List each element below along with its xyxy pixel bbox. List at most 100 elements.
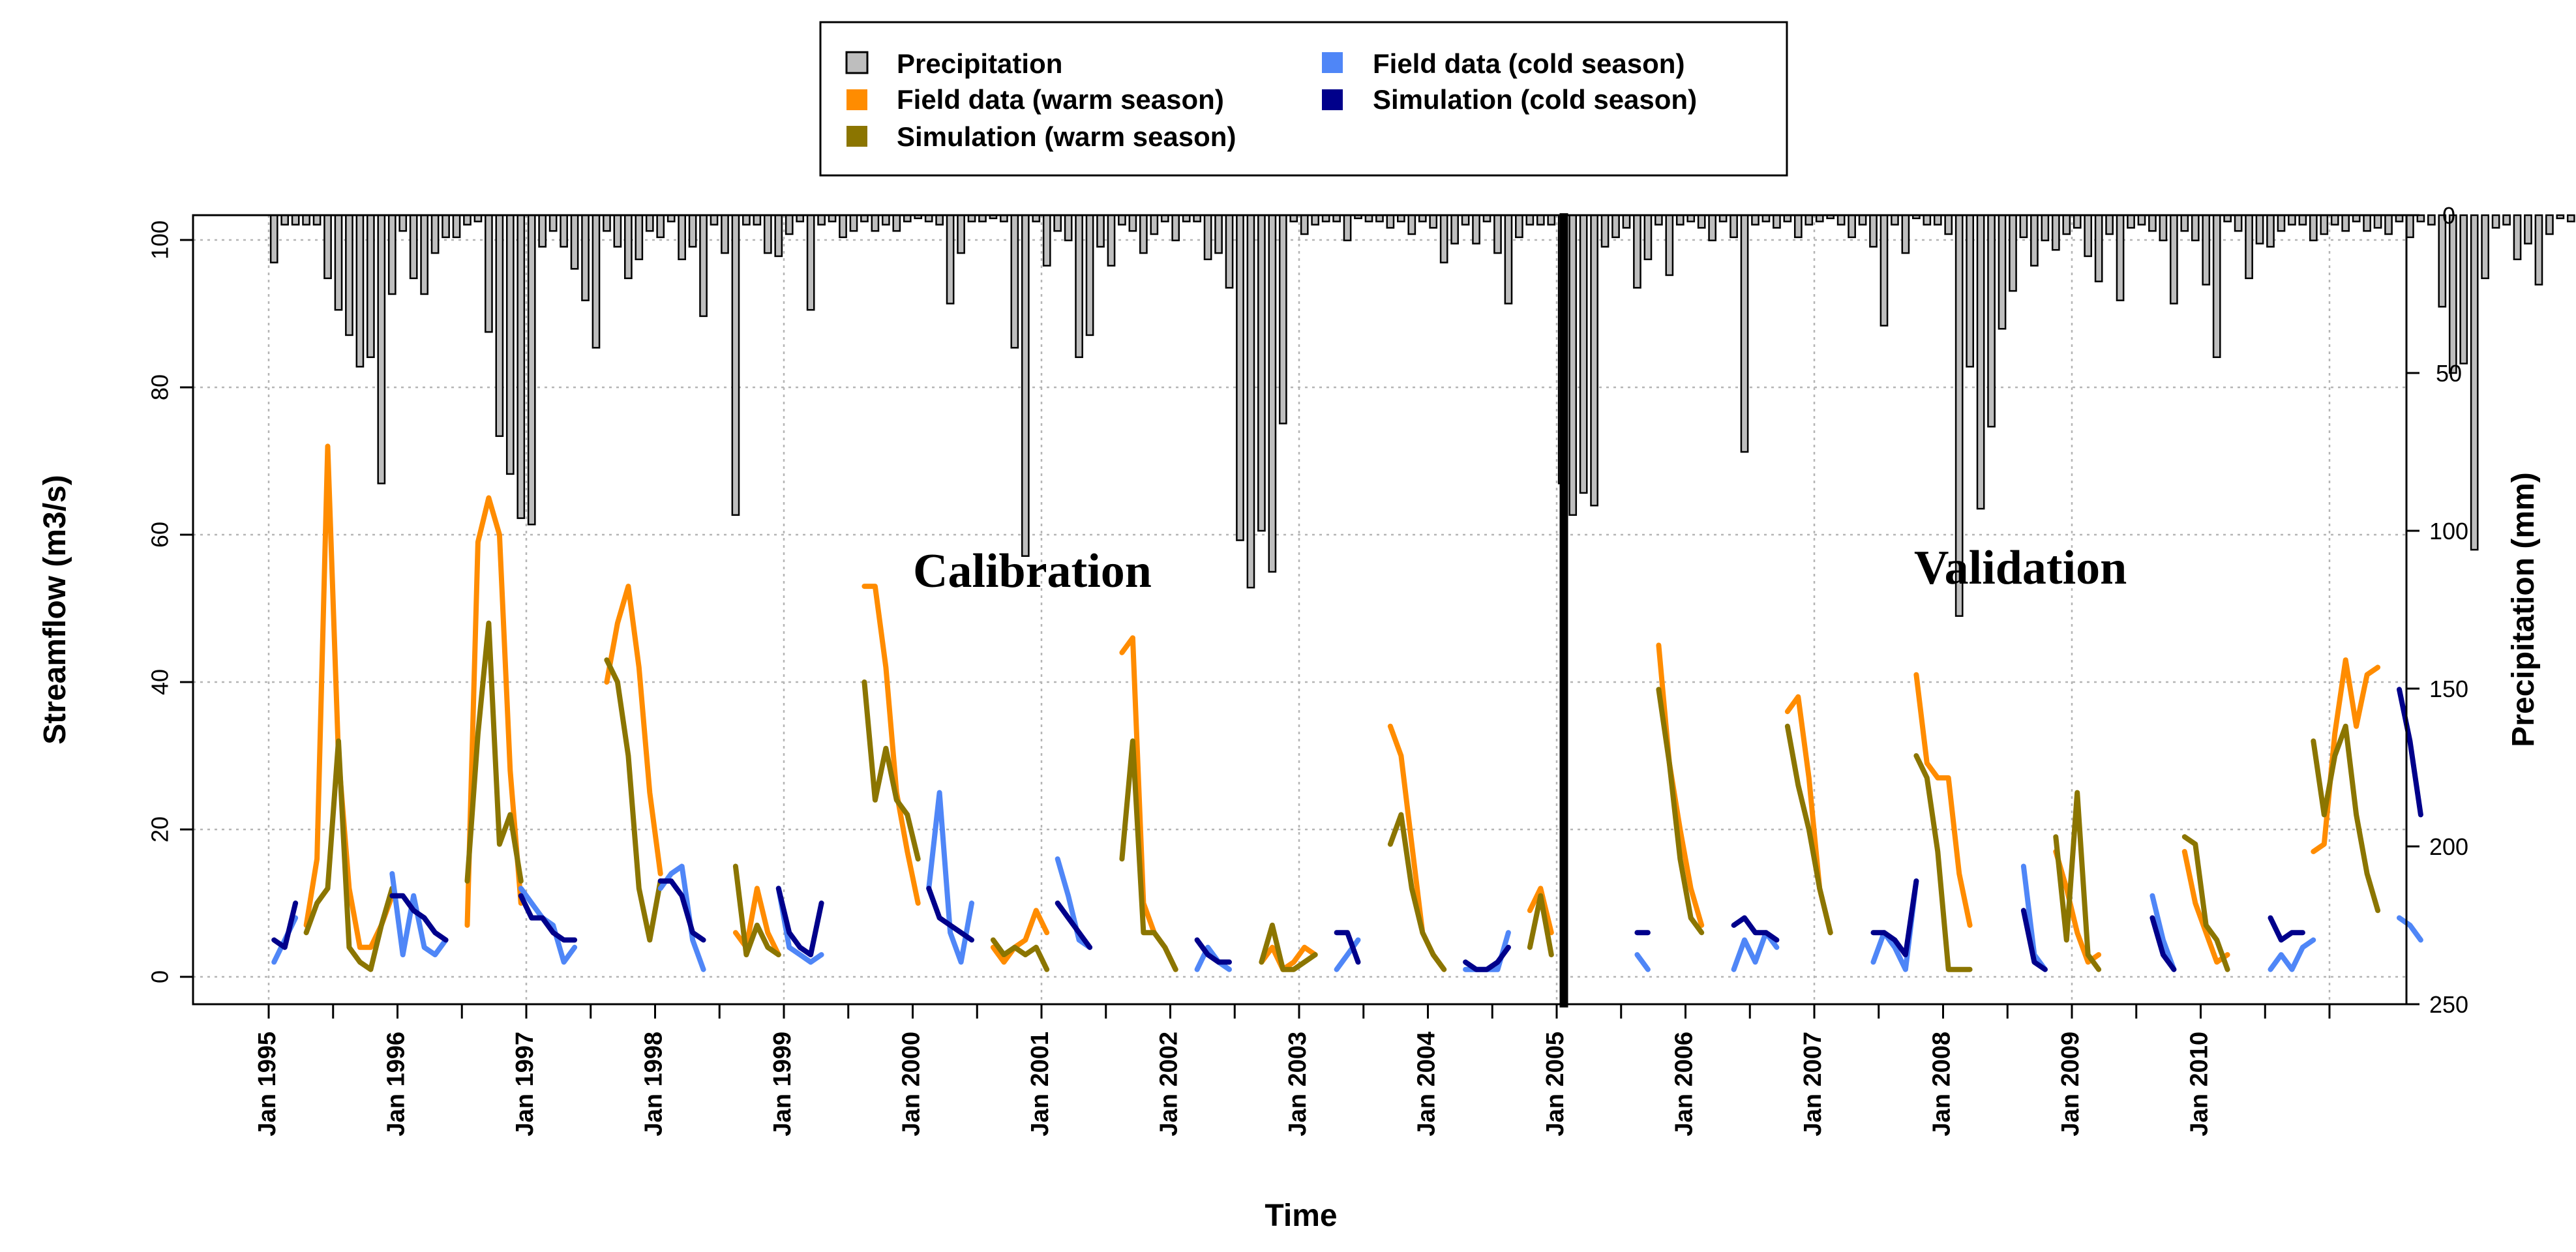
precipitation-bar: [1515, 214, 1523, 239]
precipitation-bar: [1429, 214, 1438, 229]
precipitation-bar: [839, 214, 847, 239]
series-line-simulation-warm-season: [2053, 790, 2102, 972]
precipitation-bar: [1966, 214, 1974, 368]
y2-axis-title: Precipitation (mm): [2506, 472, 2541, 747]
series-line-simulation-warm-season: [2181, 834, 2230, 972]
series-line-simulation-cold-season: [2397, 687, 2423, 818]
precipitation-bar: [527, 214, 536, 526]
right-tick-label: 150: [2429, 676, 2468, 702]
precipitation-bar: [2266, 214, 2275, 248]
precipitation-bar: [1300, 214, 1309, 235]
precipitation-bar: [517, 214, 526, 519]
precipitation-bar: [463, 214, 472, 226]
precipitation-bar: [806, 214, 815, 311]
precipitation-bar: [345, 214, 353, 336]
series-line-simulation-warm-season: [861, 679, 921, 862]
precipitation-bar: [1085, 214, 1094, 336]
precipitation-bar: [2255, 214, 2264, 245]
x-tick-label: Jan 1998: [640, 1032, 668, 1137]
precipitation-bar: [2202, 214, 2211, 286]
series-line-simulation-cold-season: [271, 901, 299, 950]
legend-swatch-precipitation: [845, 51, 869, 74]
precipitation-bar: [1203, 214, 1212, 261]
legend-swatch-sim-cold: [1322, 89, 1343, 110]
legend-box: [819, 21, 1788, 177]
series-line-simulation-cold-season: [775, 886, 824, 958]
precipitation-bar: [2513, 214, 2522, 261]
precipitation-bar: [774, 214, 783, 258]
legend-swatch-sim-warm: [846, 126, 867, 147]
right-tick-label: 250: [2429, 991, 2468, 1018]
precipitation-bar: [2051, 214, 2060, 251]
precipitation-bar: [645, 214, 654, 232]
precipitation-bar: [2094, 214, 2103, 282]
precipitation-bar: [1053, 214, 1062, 232]
precipitation-bar: [624, 214, 633, 280]
precipitation-bar: [1472, 214, 1480, 245]
legend: Precipitation Field data (warm season) S…: [819, 21, 1788, 177]
precipitation-bar: [398, 214, 408, 232]
x-tick-label: Jan 2002: [1156, 1032, 1183, 1137]
x-tick-label: Jan 2001: [1026, 1032, 1054, 1137]
precipitation-bar: [1579, 214, 1588, 494]
precipitation-bar: [1547, 214, 1556, 226]
precipitation-bar: [1891, 214, 1899, 226]
precipitation-bar: [2288, 214, 2296, 226]
precipitation-bar: [892, 214, 901, 232]
precipitation-bar: [2491, 214, 2500, 229]
precipitation-bar: [1901, 214, 1910, 254]
series-line-field-data-warm-season: [1527, 886, 1554, 936]
precipitation-bar: [442, 214, 450, 239]
precipitation-bar: [1655, 214, 1663, 226]
precipitation-bar: [387, 214, 397, 295]
series-line-simulation-warm-season: [1119, 738, 1178, 972]
left-tick-label: 0: [147, 970, 173, 983]
x-tick-label: Jan 1996: [383, 1032, 410, 1137]
precipitation-bar: [2406, 214, 2414, 239]
series-line-simulation-cold-season: [1055, 901, 1093, 950]
precipitation-bar: [2534, 214, 2543, 286]
precipitation-bar: [1923, 214, 1932, 226]
precipitation-bar: [1118, 214, 1126, 226]
precipitation-bar: [2277, 214, 2286, 232]
series-line-field-data-warm-season: [2181, 848, 2230, 965]
precipitation-bar: [495, 214, 504, 438]
x-tick-label: Jan 2007: [1799, 1032, 1827, 1137]
x-tick-label: Jan 2010: [2186, 1032, 2213, 1137]
precipitation-bar: [2030, 214, 2039, 267]
legend-label-field-cold: Field data (cold season): [1373, 48, 1685, 79]
precipitation-bar: [2481, 214, 2489, 280]
precipitation-bar: [2438, 214, 2447, 308]
precipitation-bar: [570, 214, 579, 270]
series-line-simulation-warm-season: [732, 863, 781, 958]
x-tick-label: Jan 1999: [769, 1032, 796, 1137]
precipitation-bar: [2191, 214, 2200, 241]
series-line-simulation-warm-season: [990, 937, 1050, 972]
legend-label-precipitation: Precipitation: [897, 48, 1062, 79]
precipitation-bar: [1075, 214, 1083, 359]
precipitation-bar: [2459, 214, 2468, 365]
series-line-field-data-cold-season: [2268, 937, 2316, 972]
precipitation-bar: [1751, 214, 1760, 226]
precipitation-bar: [1740, 214, 1749, 453]
precipitation-bar: [1107, 214, 1116, 267]
legend-swatch-field-cold: [1322, 52, 1343, 73]
precipitation-bar: [1257, 214, 1266, 532]
series-line-field-data-cold-season: [389, 871, 449, 958]
precipitation-bar: [2309, 214, 2318, 241]
precipitation-bar: [2073, 214, 2082, 229]
precipitation-bar: [560, 214, 568, 248]
precipitation-bar: [355, 214, 365, 368]
precipitation-bar: [785, 214, 794, 235]
precipitation-bar: [2137, 214, 2146, 226]
series-line-field-data-cold-season: [1194, 944, 1232, 972]
precipitation-bar: [1214, 214, 1223, 254]
x-tick-label: Jan 2005: [1542, 1032, 1569, 1137]
streamflow-lines: [271, 443, 2423, 972]
left-tick-label: 100: [147, 220, 173, 260]
precipitation-bar: [1064, 214, 1073, 241]
precipitation-bar: [2320, 214, 2329, 235]
series-line-simulation-cold-season: [1870, 878, 1919, 958]
series-line-simulation-warm-season: [2311, 723, 2381, 914]
